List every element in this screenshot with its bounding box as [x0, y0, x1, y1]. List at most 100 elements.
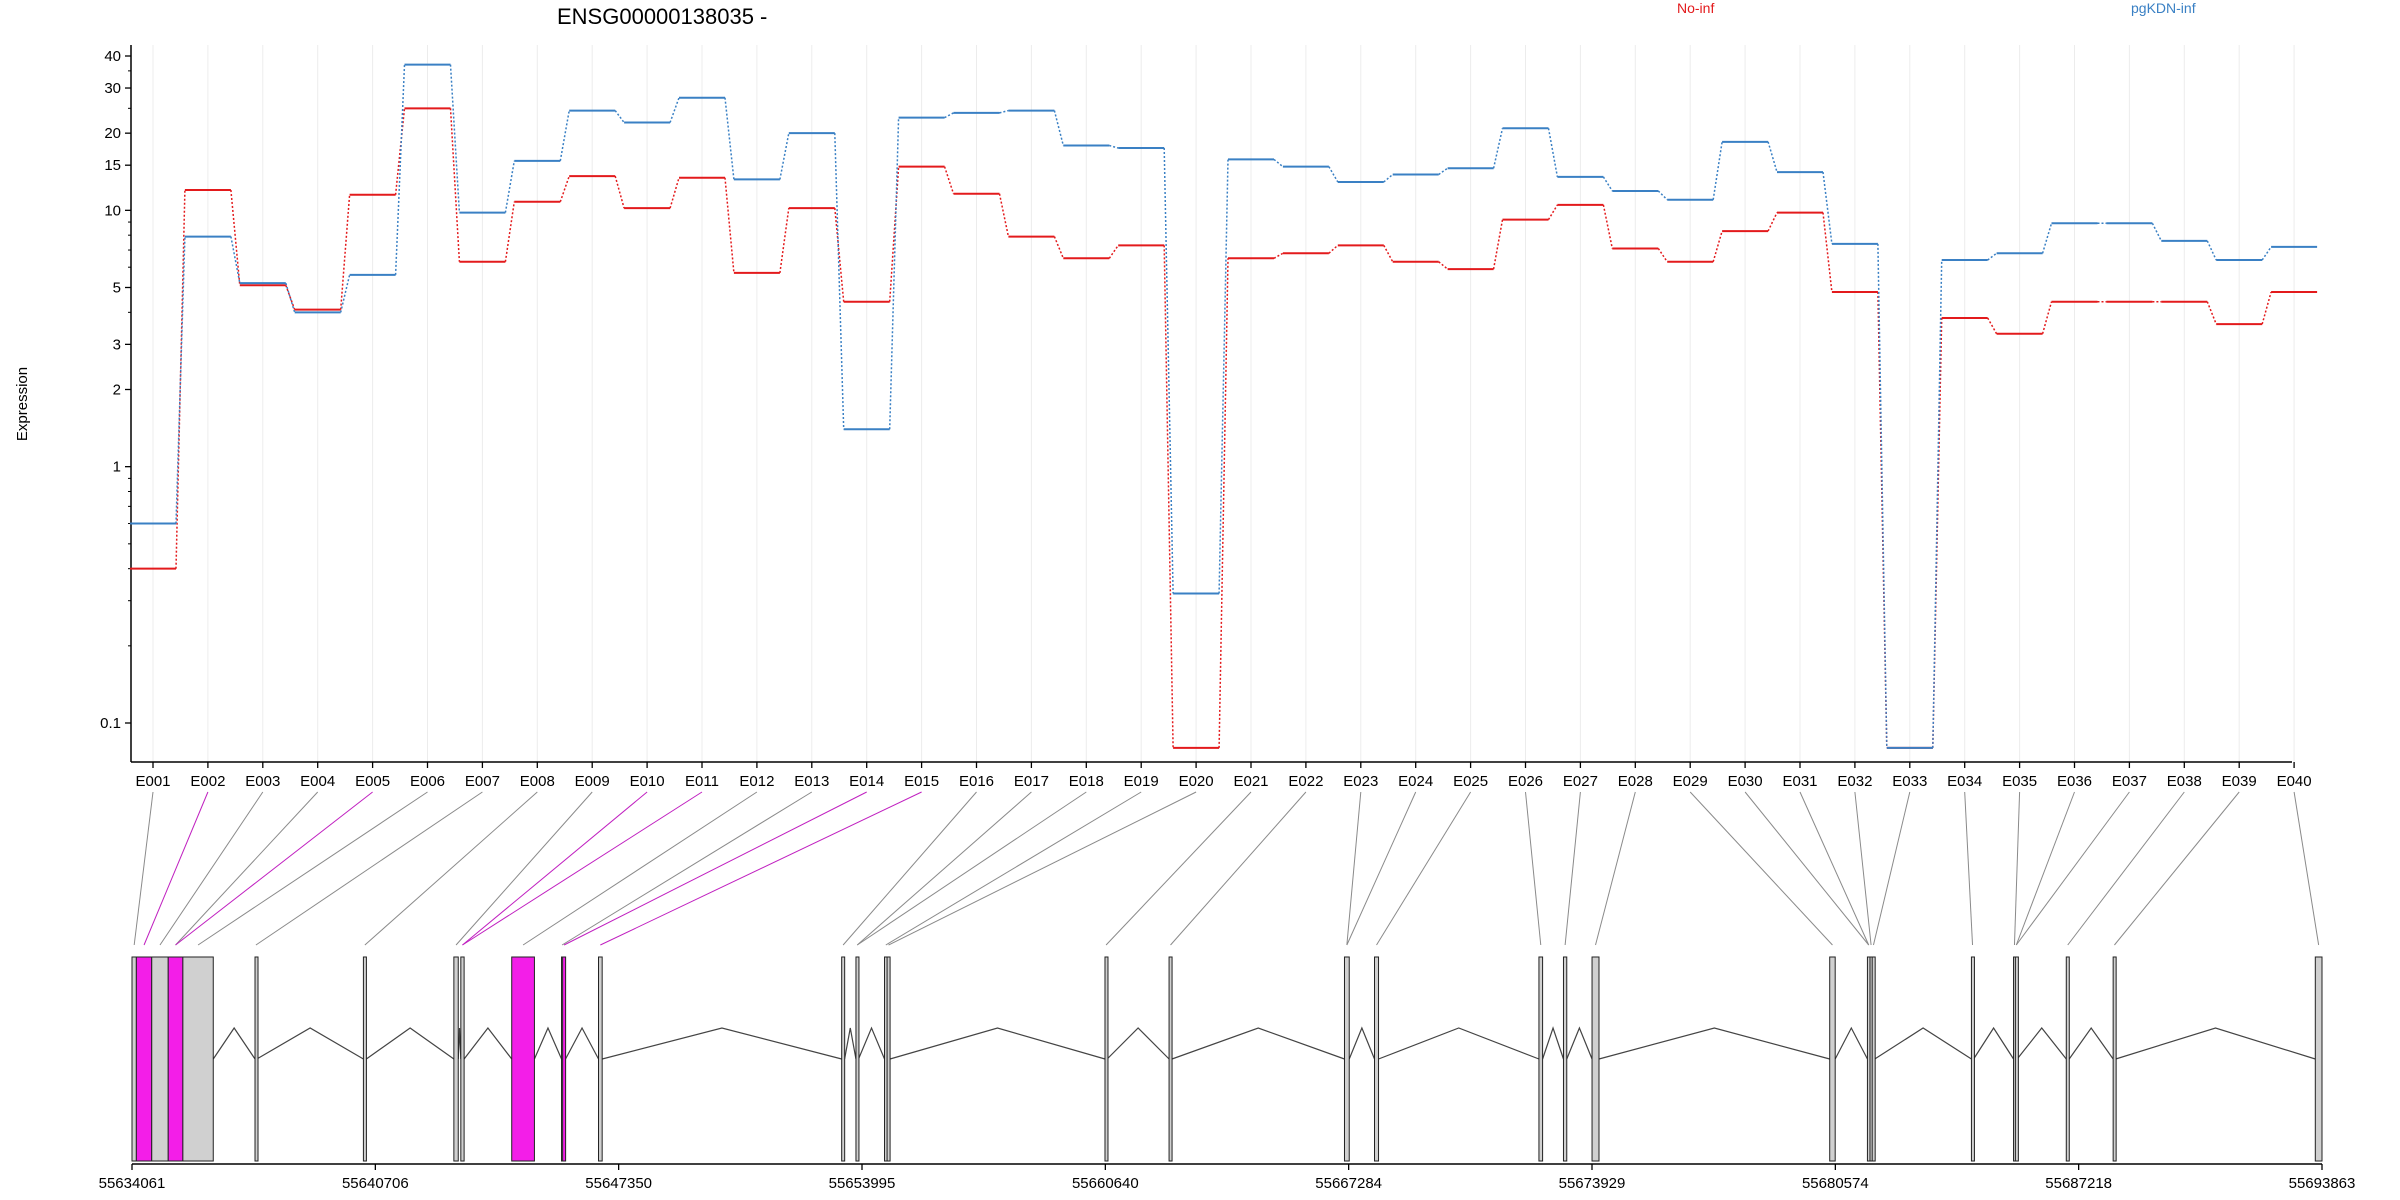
x-tick-label: E035	[2002, 773, 2037, 790]
series-connector	[1547, 128, 1559, 178]
series-connector	[1383, 173, 1394, 183]
series-connector	[339, 194, 351, 310]
y-tick-label: 3	[113, 336, 121, 353]
x-tick-label: E015	[904, 773, 939, 790]
exon-connector	[175, 791, 373, 946]
gene-tick-label: 55667284	[1315, 1175, 1382, 1192]
x-tick-label: E030	[1728, 773, 1763, 790]
x-tick-label: E025	[1453, 773, 1488, 790]
intron	[565, 1026, 600, 1060]
x-tick-label: E018	[1069, 773, 1104, 790]
exon-box	[453, 956, 459, 1162]
intron	[857, 1026, 886, 1060]
intron	[1874, 1027, 1972, 1060]
x-tick-label: E040	[2277, 773, 2312, 790]
x-tick-label: E031	[1782, 773, 1817, 790]
series-connector	[1053, 110, 1065, 146]
series-connector	[779, 208, 790, 274]
intron	[1598, 1027, 1830, 1060]
exon-box	[135, 956, 153, 1162]
x-tick-label: E023	[1343, 773, 1378, 790]
series-connector	[1602, 204, 1614, 249]
series-connector	[1383, 245, 1394, 263]
gene-tick-label: 55640706	[342, 1175, 409, 1192]
series-connector	[504, 160, 516, 213]
series-connector	[999, 109, 1009, 114]
exon-box	[562, 956, 567, 1162]
x-tick-label: E008	[520, 773, 555, 790]
series-connector	[1053, 236, 1064, 259]
exon-connector	[364, 791, 538, 946]
exon-box	[1970, 956, 1975, 1162]
exon-connector	[1799, 791, 1870, 946]
series-connector	[1987, 317, 1998, 335]
series-connector	[943, 166, 955, 195]
series-connector	[1767, 212, 1778, 232]
exon-connector	[255, 791, 483, 946]
y-tick-label: 10	[104, 202, 121, 219]
chart-title: ENSG00000138035 -	[557, 4, 767, 29]
exon-connector	[462, 791, 648, 946]
intron	[2016, 1027, 2067, 1060]
exon-connector	[159, 791, 264, 946]
gene-tick-label: 55647350	[585, 1175, 652, 1192]
exon-box	[254, 956, 259, 1162]
series-connector	[1822, 212, 1833, 293]
y-tick-label: 1	[113, 459, 121, 476]
x-tick-label: E021	[1233, 773, 1268, 790]
exon-box	[855, 956, 860, 1162]
exon-box	[1538, 956, 1544, 1162]
series-connector	[669, 97, 680, 123]
series-connector	[1438, 261, 1449, 270]
y-tick-label: 40	[104, 48, 121, 65]
exon-box	[167, 956, 184, 1162]
exon-connector	[563, 791, 867, 946]
series-connector	[2206, 301, 2217, 325]
exon-connector	[143, 791, 209, 946]
intron	[533, 1026, 563, 1060]
exon-box	[2112, 956, 2117, 1162]
x-tick-label: E016	[959, 773, 994, 790]
intron	[1348, 1026, 1376, 1060]
series-connector	[1767, 141, 1778, 173]
x-tick-label: E036	[2057, 773, 2092, 790]
series-connector	[1657, 248, 1668, 263]
series-connector	[285, 282, 296, 313]
exon-box	[182, 956, 214, 1162]
series-connector	[1218, 258, 1229, 748]
x-tick-label: E017	[1014, 773, 1049, 790]
series-connector	[614, 175, 625, 209]
exon-connector	[842, 791, 977, 946]
series-pgKDN-inf	[130, 63, 2318, 749]
exon-box	[511, 956, 535, 1162]
exon-connectors	[133, 791, 2320, 946]
gene-model: 55634061 55640706 55647350 55653995 55660640…	[99, 956, 2356, 1192]
series-connector	[1877, 243, 1888, 748]
series-connector	[834, 208, 845, 302]
exon-connector	[885, 791, 1142, 946]
intron	[889, 1027, 1106, 1060]
exon-box	[1871, 956, 1876, 1162]
x-tick-label: E004	[300, 773, 335, 790]
gene-tick-label: 55693863	[2289, 1175, 2356, 1192]
exon-connector	[1744, 791, 1870, 946]
y-tick-label: 0.1	[100, 715, 121, 732]
intron	[1566, 1026, 1593, 1060]
series-connector	[2041, 223, 2053, 254]
exon-connector	[1872, 791, 1911, 946]
exon-box	[2065, 956, 2070, 1162]
exon-connector	[1105, 791, 1252, 946]
vertical-gridlines	[152, 45, 2295, 762]
series-connector	[1602, 176, 1613, 192]
y-tick-label: 5	[113, 279, 121, 296]
exon-box	[1343, 956, 1350, 1162]
intron	[1171, 1027, 1345, 1060]
exon-connector	[2015, 791, 2075, 946]
series-connector	[1273, 252, 1284, 259]
series-connector	[2261, 291, 2272, 325]
exon-box	[1374, 956, 1380, 1162]
exon-box	[1562, 956, 1568, 1162]
exon-box	[131, 956, 137, 1162]
series-connector	[230, 189, 241, 286]
exon-connector	[133, 791, 154, 946]
